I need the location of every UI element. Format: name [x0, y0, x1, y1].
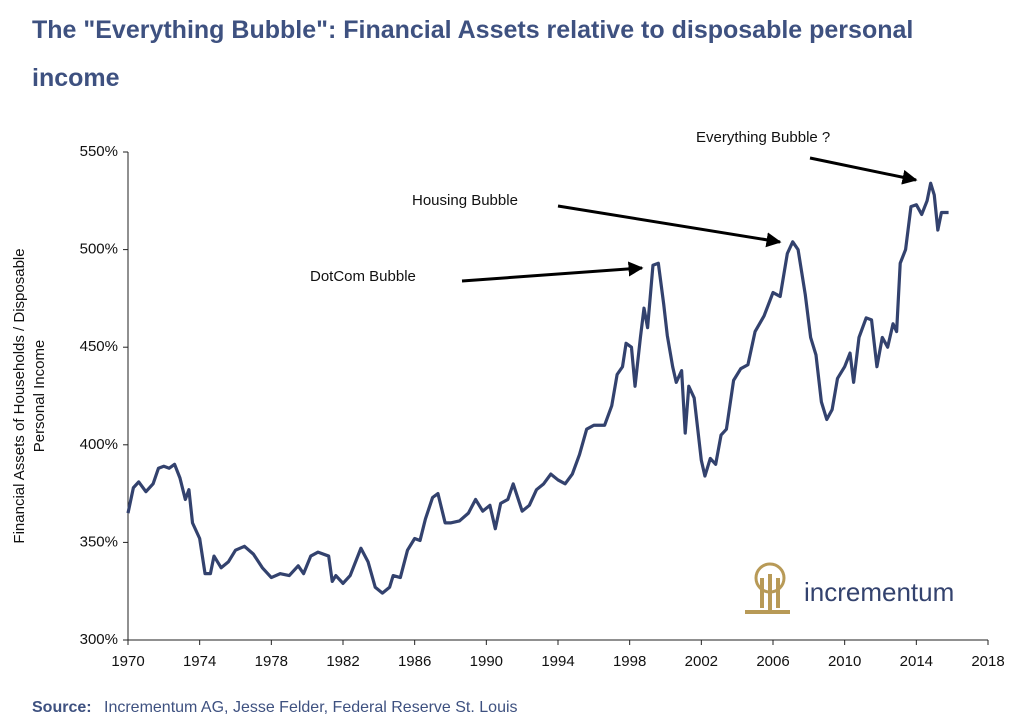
x-tick-label: 2018 [971, 653, 1004, 670]
y-tick-label: 550% [80, 143, 118, 160]
x-tick-label: 1970 [111, 653, 144, 670]
annotation: Housing Bubble [412, 192, 518, 209]
logo-text: incrementum [804, 577, 954, 607]
source-label: Source: [32, 699, 92, 716]
x-tick-label: 2014 [900, 653, 933, 670]
y-tick-label: 500% [80, 241, 118, 258]
x-tick-label: 1994 [541, 653, 574, 670]
x-tick-label: 1978 [255, 653, 288, 670]
y-tick-label: 350% [80, 533, 118, 550]
logo-icon [745, 562, 790, 614]
annotation-arrow [809, 156, 918, 185]
x-tick-label: 1982 [326, 653, 359, 670]
x-tick-label: 1986 [398, 653, 431, 670]
y-tick-label: 450% [80, 338, 118, 355]
y-tick-label: 400% [80, 436, 118, 453]
line-series [126, 181, 949, 595]
annotation: DotCom Bubble [310, 268, 416, 285]
y-axis-label-line: Personal Income [31, 340, 48, 453]
chart-title: The "Everything Bubble": Financial Asset… [32, 16, 914, 92]
annotation-arrow [557, 204, 782, 248]
annotation-arrow [461, 261, 644, 283]
x-tick-label: 1990 [470, 653, 503, 670]
y-tick-label: 300% [80, 631, 118, 648]
x-tick-label: 2002 [685, 653, 718, 670]
annotation: Everything Bubble ? [696, 129, 830, 146]
x-tick-label: 2010 [828, 653, 861, 670]
y-axis-label: Financial Assets of Households / Disposa… [11, 248, 48, 543]
source: Incrementum AG, Jesse Felder, Federal Re… [104, 699, 518, 716]
x-tick-label: 2006 [756, 653, 789, 670]
y-axis-label-line: Financial Assets of Households / Disposa… [11, 248, 28, 543]
x-tick-label: 1998 [613, 653, 646, 670]
x-tick-label: 1974 [183, 653, 216, 670]
